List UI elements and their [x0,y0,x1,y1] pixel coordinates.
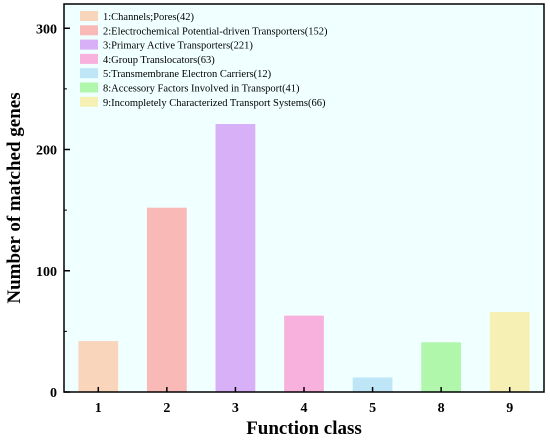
bars-group [78,124,530,392]
legend-label: 5:Transmembrane Electron Carriers(12) [103,69,272,80]
legend-label: 1:Channels;Pores(42) [103,12,194,23]
legend-swatch [80,96,98,107]
y-axis-title: Number of matched genes [4,92,25,303]
y-tick-label: 0 [50,386,57,401]
bar-5 [352,377,393,392]
legend-swatch [80,68,98,79]
x-tick-label: 1 [95,401,102,416]
legend-swatch [80,25,98,36]
x-tick-label: 2 [163,401,170,416]
legend-label: 8:Accessory Factors Involved in Transpor… [103,84,300,95]
bar-8 [421,342,462,392]
x-tick-label: 3 [232,401,239,416]
legend-swatch [80,39,98,50]
legend: 1:Channels;Pores(42) 2:Electrochemical Po… [80,11,328,109]
legend-swatch [80,53,98,64]
legend-label: 3:Primary Active Transporters(221) [103,41,253,52]
y-tick-label: 100 [36,265,57,280]
bar-4 [284,315,324,392]
bar-2 [146,207,187,392]
x-tick-label: 8 [438,401,445,416]
x-axis-title: Function class [246,418,362,439]
bar-3 [215,124,256,392]
x-tick-label: 9 [506,401,513,416]
legend-swatch [80,11,98,21]
bar-1 [78,341,119,392]
legend-label: 9:Incompletely Characterized Transport S… [103,98,326,109]
y-tick-label: 200 [36,144,57,159]
legend-swatch [80,82,98,93]
legend-label: 4:Group Translocators(63) [103,55,215,66]
axes-group: 1 2 3 4 5 8 9 0 100 200 300 [36,3,545,416]
bar-9 [489,311,530,392]
x-tick-label: 5 [369,401,376,416]
plot-frame [63,3,545,393]
x-tick-label: 4 [301,401,308,416]
y-tick-label: 300 [36,22,57,37]
legend-label: 2:Electrochemical Potential-driven Trans… [103,26,328,37]
